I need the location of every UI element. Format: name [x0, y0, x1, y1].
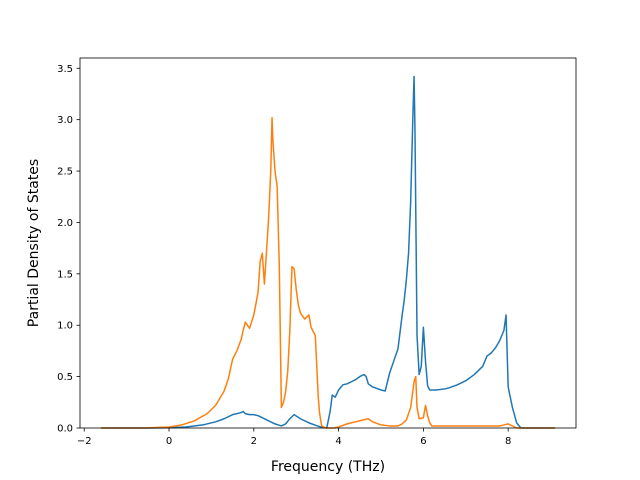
x-tick-label: 4 [335, 436, 341, 447]
y-tick-label: 2.0 [57, 218, 73, 229]
x-axis-label: Frequency (THz) [271, 459, 385, 475]
plot-frame [79, 57, 577, 429]
x-tick-label: 8 [505, 436, 511, 447]
y-tick-label: 2.5 [57, 167, 73, 178]
y-tick-label: 1.5 [57, 269, 73, 280]
x-tick-label: 0 [166, 436, 172, 447]
y-tick-label: 0.5 [57, 372, 73, 383]
series-line-2 [101, 116, 555, 429]
plot-lines [101, 75, 555, 429]
y-tick-label: 3.0 [57, 115, 73, 126]
x-axis-ticks: −2 0 2 4 6 8 [77, 428, 511, 447]
x-tick-label: 6 [420, 436, 426, 447]
y-axis-ticks: 0.0 0.5 1.0 1.5 2.0 2.5 3.0 3.5 [57, 64, 80, 435]
series-line-1 [101, 75, 555, 429]
x-tick-label: −2 [77, 436, 92, 447]
y-tick-label: 0.0 [57, 424, 73, 435]
y-axis-label: Partial Density of States [26, 159, 42, 327]
x-tick-label: 2 [251, 436, 257, 447]
y-tick-label: 1.0 [57, 321, 73, 332]
y-tick-label: 3.5 [57, 64, 73, 75]
